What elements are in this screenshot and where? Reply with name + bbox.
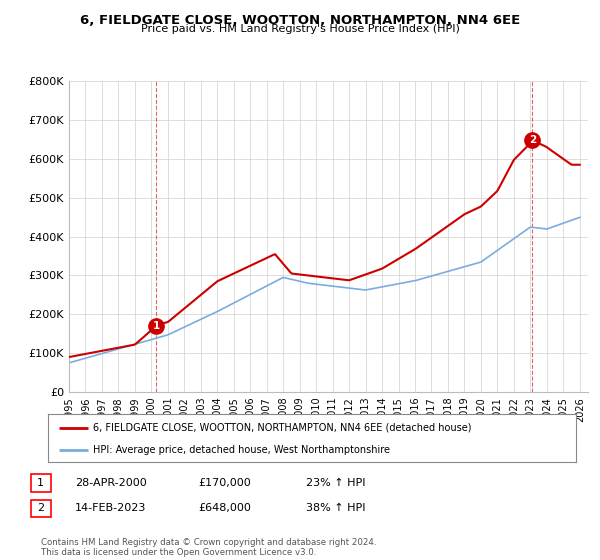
Text: £170,000: £170,000 <box>198 478 251 488</box>
Text: 6, FIELDGATE CLOSE, WOOTTON, NORTHAMPTON, NN4 6EE: 6, FIELDGATE CLOSE, WOOTTON, NORTHAMPTON… <box>80 14 520 27</box>
Text: Price paid vs. HM Land Registry's House Price Index (HPI): Price paid vs. HM Land Registry's House … <box>140 24 460 34</box>
Text: HPI: Average price, detached house, West Northamptonshire: HPI: Average price, detached house, West… <box>93 445 390 455</box>
Text: £648,000: £648,000 <box>198 503 251 514</box>
Text: 2: 2 <box>37 503 44 514</box>
Text: 23% ↑ HPI: 23% ↑ HPI <box>306 478 365 488</box>
Text: Contains HM Land Registry data © Crown copyright and database right 2024.
This d: Contains HM Land Registry data © Crown c… <box>41 538 376 557</box>
Text: 1: 1 <box>37 478 44 488</box>
Text: 2: 2 <box>529 136 536 145</box>
Text: 6, FIELDGATE CLOSE, WOOTTON, NORTHAMPTON, NN4 6EE (detached house): 6, FIELDGATE CLOSE, WOOTTON, NORTHAMPTON… <box>93 423 472 433</box>
Text: 38% ↑ HPI: 38% ↑ HPI <box>306 503 365 514</box>
Text: 14-FEB-2023: 14-FEB-2023 <box>75 503 146 514</box>
Text: 28-APR-2000: 28-APR-2000 <box>75 478 147 488</box>
Text: 1: 1 <box>152 321 160 331</box>
